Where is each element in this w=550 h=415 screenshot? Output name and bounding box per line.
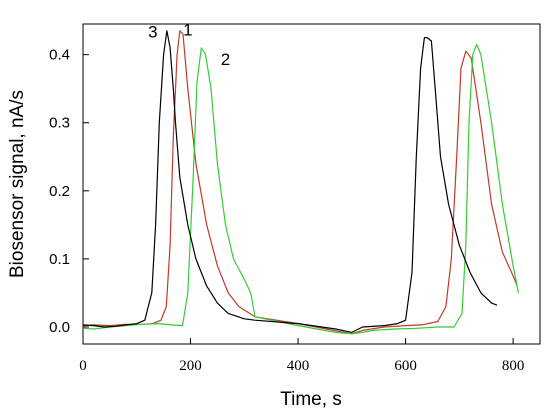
series-line-1 — [82, 30, 518, 335]
curve-label-2: 2 — [221, 50, 230, 69]
series-group — [82, 30, 520, 335]
y-tick-label: 0.1 — [49, 251, 70, 268]
y-tick-label: 0.0 — [49, 319, 70, 336]
x-tick-label: 200 — [179, 358, 202, 374]
series-line-3 — [82, 30, 498, 333]
y-tick-label: 0.4 — [49, 47, 70, 64]
y-tick-label: 0.3 — [49, 115, 70, 132]
curve-label-1: 1 — [183, 21, 192, 40]
x-tick-label: 600 — [394, 358, 417, 374]
y-axis-title: Biosensor signal, nA/s — [7, 90, 28, 278]
series-line-2 — [82, 43, 520, 335]
y-tick-label: 0.2 — [49, 183, 70, 200]
x-tick-label: 800 — [502, 358, 525, 374]
curve-label-3: 3 — [148, 23, 157, 42]
x-tick-label: 400 — [287, 358, 310, 374]
annotation-group: 1 2 3 — [148, 21, 230, 69]
axes: 0 200 400 600 800 0.0 0.1 0.2 0.3 0.4 — [49, 47, 524, 374]
plot-frame — [82, 23, 541, 345]
x-tick-label: 0 — [79, 358, 87, 374]
x-axis-title: Time, s — [280, 389, 342, 410]
